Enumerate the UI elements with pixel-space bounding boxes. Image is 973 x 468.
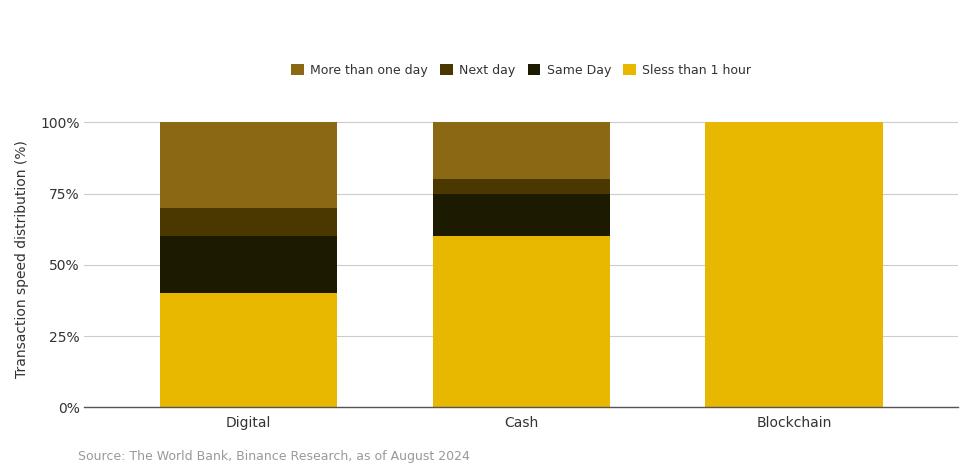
Legend: More than one day, Next day, Same Day, Sless than 1 hour: More than one day, Next day, Same Day, S…	[291, 64, 751, 77]
Bar	[160, 236, 337, 293]
Bar	[433, 123, 610, 179]
Bar	[433, 179, 610, 194]
Bar	[160, 208, 337, 236]
Bar	[433, 236, 610, 407]
Bar	[160, 123, 337, 208]
Bar	[160, 293, 337, 407]
Y-axis label: Transaction speed distribution (%): Transaction speed distribution (%)	[15, 140, 29, 378]
Bar	[705, 123, 883, 407]
Text: Source: The World Bank, Binance Research, as of August 2024: Source: The World Bank, Binance Research…	[78, 450, 470, 463]
Bar	[433, 194, 610, 236]
